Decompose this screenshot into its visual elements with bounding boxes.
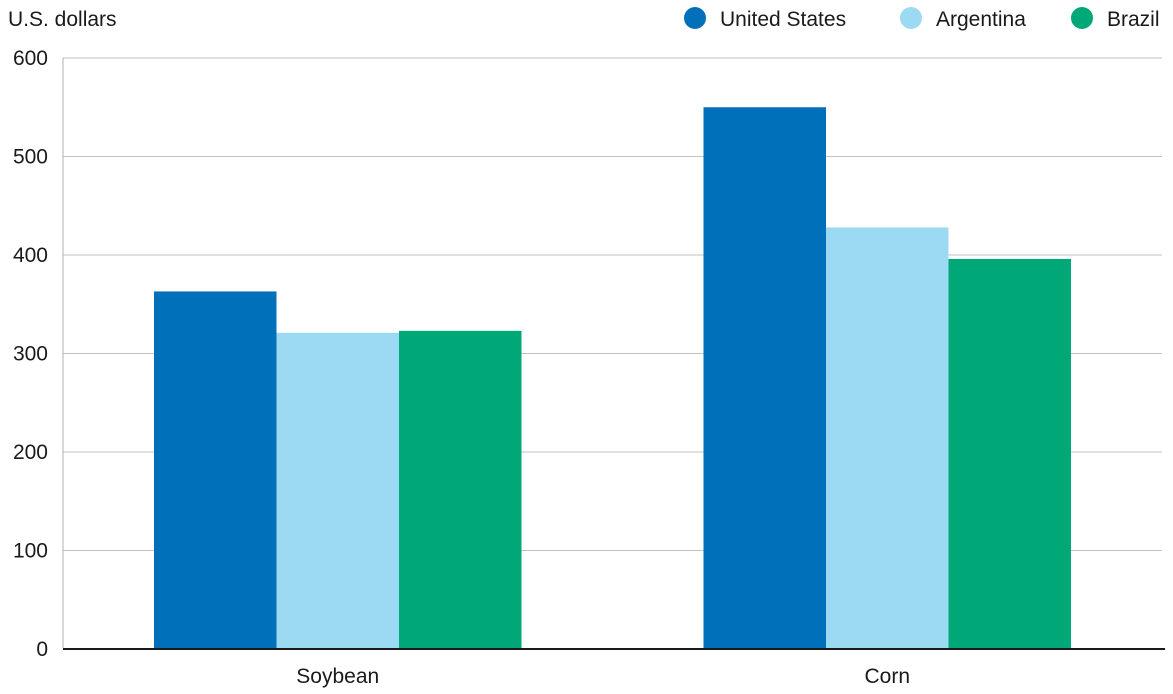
legend-label: Brazil <box>1107 8 1160 31</box>
y-tick-label: 500 <box>13 146 48 169</box>
y-tick-label: 300 <box>13 343 48 366</box>
bar-brazil-corn <box>948 258 1071 649</box>
legend-swatch <box>1071 7 1093 29</box>
x-tick-label: Soybean <box>296 665 379 688</box>
x-tick-labels: Soybean Corn <box>296 665 910 688</box>
y-tick-label: 400 <box>13 244 48 267</box>
bar-brazil-soybean <box>399 330 522 649</box>
bar-united-states-soybean <box>154 291 277 649</box>
y-tick-label: 100 <box>13 540 48 563</box>
legend: United States Argentina Brazil <box>684 7 1160 31</box>
bar-argentina-corn <box>826 227 949 650</box>
y-tick-label: 600 <box>13 47 48 70</box>
y-axis-label: U.S. dollars <box>8 8 117 31</box>
bar-argentina-soybean <box>276 332 399 649</box>
bars <box>154 107 1071 650</box>
y-tick-label: 0 <box>36 638 48 661</box>
legend-swatch <box>684 7 706 29</box>
x-tick-label: Corn <box>864 665 910 688</box>
y-tick-label: 200 <box>13 441 48 464</box>
legend-label: Argentina <box>936 8 1026 31</box>
legend-swatch <box>900 7 922 29</box>
bar-united-states-corn <box>703 107 826 649</box>
legend-label: United States <box>720 8 846 31</box>
y-tick-labels: 0 100 200 300 400 500 600 <box>13 47 48 661</box>
